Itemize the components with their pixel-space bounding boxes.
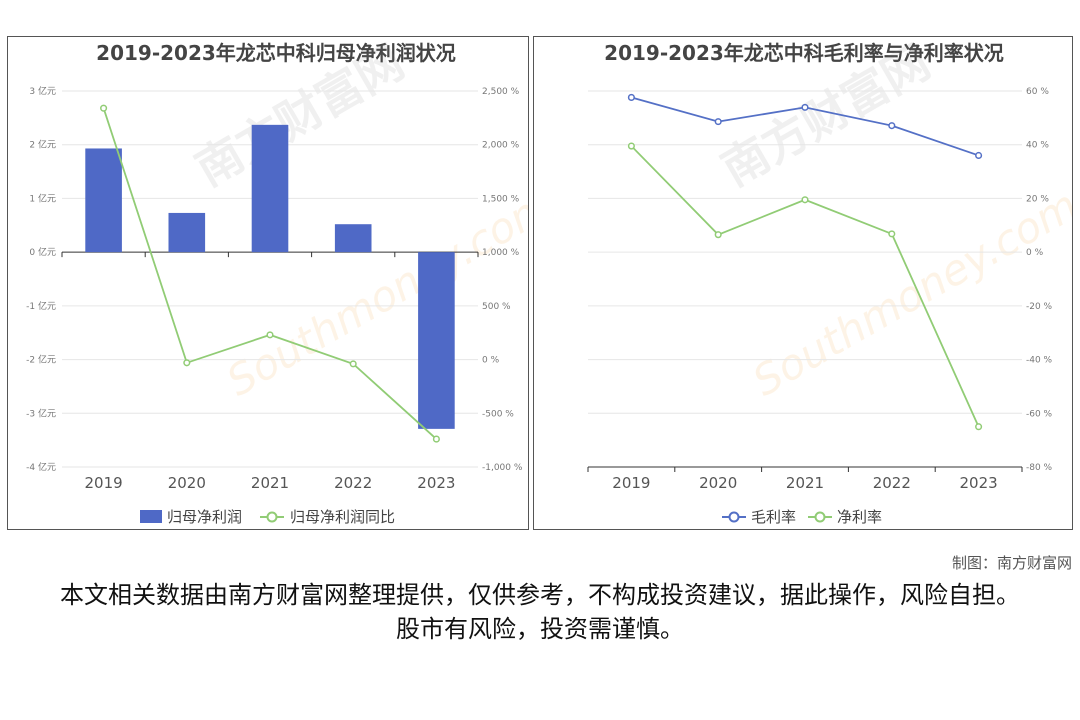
left-chart-panel: 2019-2023年龙芯中科归母净利润状况 南方财富网 Southmoney.co… [7,35,560,530]
point-gross-margin [714,118,722,126]
point-net-margin [627,142,635,150]
legend-line-label: 归母净利润同比 [290,508,395,526]
point-net-margin [888,230,896,238]
legend-gross-label: 毛利率 [751,508,796,526]
bar-net-profit [418,252,455,429]
point-gross-margin [888,122,896,130]
x-tick-label: 2019 [612,474,650,492]
right-chart-svg: 2019-2023年龙芯中科毛利率与净利率状况 南方财富网Southmoney.… [587,35,1080,526]
right-chart-panel: 2019-2023年龙芯中科毛利率与净利率状况 南方财富网 Southmoney.… [533,35,1080,530]
x-tick-label: 2021 [786,474,824,492]
legend-gross-marker [728,511,740,523]
x-tick-label: 2020 [168,474,206,492]
bar-net-profit [334,224,372,253]
y-tick-label-right: 0 % [482,356,500,366]
point-yoy-growth [349,360,357,368]
left-chart-legend[interactable]: 归母净利润 归母净利润同比 [140,508,395,526]
x-tick-label: 2021 [251,474,289,492]
x-tick-label: 2019 [85,474,123,492]
y-tick-label-right: -1,000 % [482,463,523,473]
y-tick-label-left: 1 亿元 [29,192,56,204]
point-yoy-growth [183,359,191,367]
right-chart-title: 2019-2023年龙芯中科毛利率与净利率状况 [604,41,1004,65]
point-gross-margin [975,151,983,160]
y-tick-label-right: 20 % [1026,194,1049,204]
y-tick-label-right: 40 % [1026,141,1049,151]
y-tick-label-left: -4 亿元 [26,461,56,473]
legend-net-marker [814,511,826,523]
right-chart-legend[interactable]: 毛利率 净利率 [722,508,882,526]
chart-credit: 制图：南方财富网 [951,554,1072,572]
legend-line-marker [266,511,278,523]
y-tick-label-right: 1,500 % [482,194,520,204]
point-yoy-growth [100,104,108,112]
bar-net-profit [251,124,289,253]
y-tick-label-left: -1 亿元 [26,300,56,312]
y-tick-label-right: -20 % [1026,302,1053,312]
x-tick-label: 2020 [699,474,737,492]
disclaimer-text: 本文相关数据由南方财富网整理提供，仅供参考，不构成投资建议，据此操作，风险自担。… [60,581,1020,643]
left-chart-svg: 2019-2023年龙芯中科归母净利润状况 南方财富网Southmoney.co… [26,35,560,526]
point-gross-margin [627,93,635,101]
y-tick-label-right: 2,500 % [482,87,520,97]
point-net-margin [714,231,722,239]
watermark-text: Southmoney.com [745,180,1073,405]
point-yoy-growth [266,331,274,339]
legend-net-label: 净利率 [837,508,882,526]
y-tick-label-left: -3 亿元 [26,407,56,419]
y-tick-label-right: 500 % [482,302,511,312]
y-tick-label-left: 0 亿元 [29,246,56,258]
point-gross-margin [801,103,809,111]
y-tick-label-right: -80 % [1026,463,1053,473]
legend-bar-swatch [140,510,162,523]
point-net-margin [975,423,983,431]
y-tick-label-left: 3 亿元 [29,85,56,97]
x-tick-label: 2023 [417,474,455,492]
y-tick-label-right: -60 % [1026,409,1053,419]
y-tick-label-right: -500 % [482,409,514,419]
y-tick-label-right: 1,000 % [482,248,520,258]
point-net-margin [801,196,809,204]
left-chart-title: 2019-2023年龙芯中科归母净利润状况 [96,41,456,65]
bar-net-profit [85,148,122,253]
y-tick-label-left: -2 亿元 [26,354,56,366]
y-tick-label-left: 2 亿元 [29,139,56,151]
y-tick-label-right: -40 % [1026,356,1053,366]
x-tick-label: 2023 [960,474,998,492]
bar-net-profit [168,212,206,253]
y-tick-label-right: 60 % [1026,87,1049,97]
x-tick-label: 2022 [334,474,372,492]
y-tick-label-right: 0 % [1026,248,1044,258]
legend-bar-label: 归母净利润 [167,508,242,526]
y-tick-label-right: 2,000 % [482,141,520,151]
point-yoy-growth [432,435,440,443]
x-tick-label: 2022 [873,474,911,492]
